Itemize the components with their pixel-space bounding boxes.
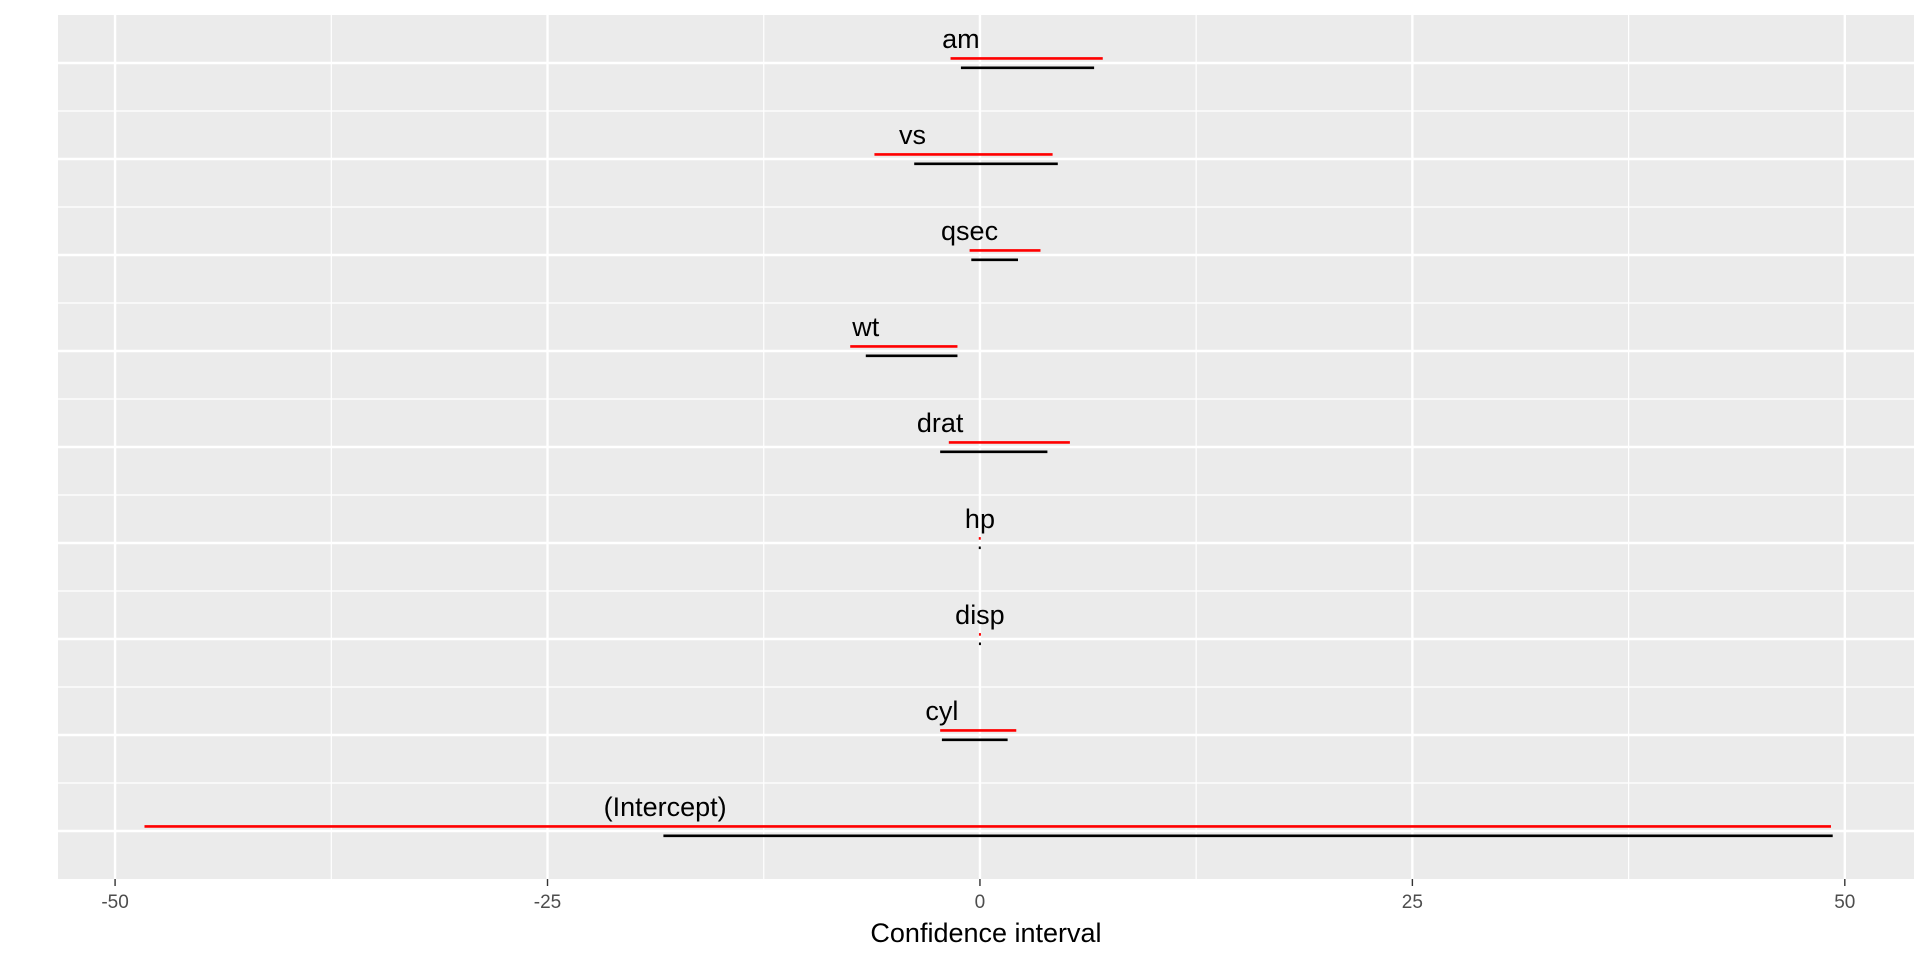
- x-tick-label: -25: [534, 892, 561, 913]
- x-axis-title: Confidence interval: [870, 918, 1101, 948]
- variable-labels: (Intercept) cyl disp hp drat wt qsec vs am: [604, 24, 1005, 822]
- variable-label: qsec: [941, 216, 998, 246]
- interval-segments: [144, 57, 1833, 838]
- variable-label: vs: [899, 120, 926, 150]
- variable-label: disp: [955, 600, 1005, 630]
- variable-label: hp: [965, 504, 995, 534]
- x-axis: -50 -25 0 25 50: [101, 879, 1855, 913]
- major-gridlines: [58, 15, 1914, 879]
- variable-label: am: [942, 24, 980, 54]
- variable-label: (Intercept): [604, 792, 727, 822]
- variable-label: drat: [917, 408, 964, 438]
- x-tick-label: 25: [1402, 892, 1423, 913]
- x-tick-label: 50: [1834, 892, 1855, 913]
- variable-label: cyl: [925, 696, 958, 726]
- variable-label: wt: [851, 312, 879, 342]
- x-tick-label: 0: [975, 892, 986, 913]
- x-tick-label: -50: [101, 892, 128, 913]
